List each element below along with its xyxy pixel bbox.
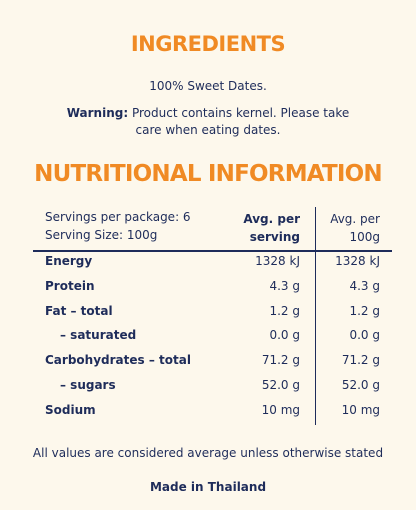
row-label: Protein <box>45 278 95 293</box>
per-serving: 10 mg <box>261 402 300 417</box>
per-serving: 4.3 g <box>269 278 300 293</box>
per-100g: 52.0 g <box>341 378 380 392</box>
per-100g: 1328 kJ <box>335 254 380 268</box>
per-serving: 1.2 g <box>269 303 300 318</box>
column-header: Avg. per serving <box>243 212 300 244</box>
warning: Warning: Product contains kernel. Please… <box>58 105 358 139</box>
column-header: Avg. per 100g <box>330 212 380 244</box>
nutrition-title: NUTRITIONAL INFORMATION <box>34 161 383 187</box>
per-100g: 1.2 g <box>349 303 380 318</box>
row-label: Carbohydrates – total <box>45 353 191 368</box>
per-serving: 71.2 g <box>261 353 300 368</box>
per-serving: 52.0 g <box>261 378 300 392</box>
per-100g: 4.3 g <box>349 278 380 293</box>
column-divider <box>315 207 316 425</box>
per-100g: 71.2 g <box>341 353 380 368</box>
row-label: Sodium <box>45 402 96 417</box>
footnote: All values are considered average unless… <box>32 446 384 460</box>
per-serving: 0.0 g <box>269 328 300 343</box>
origin: Made in Thailand <box>149 480 267 494</box>
per-100g: 0.0 g <box>349 328 380 343</box>
per-100g: 10 mg <box>341 402 380 417</box>
per-serving: 1328 kJ <box>255 254 300 268</box>
servings-per-package: Servings per package: 6 <box>45 210 191 224</box>
header-rule <box>33 250 392 252</box>
row-label: Energy <box>45 254 93 268</box>
ingredients-title: INGREDIENTS <box>130 32 286 56</box>
warning-label: Warning: <box>66 106 129 120</box>
row-label: Fat – total <box>45 303 113 318</box>
row-label: – sugars <box>60 378 116 392</box>
warning-text: Product contains kernel. Please take car… <box>131 106 350 137</box>
ingredients-text: 100% Sweet Dates. <box>149 79 267 93</box>
row-label: – saturated <box>60 328 137 343</box>
serving-size: Serving Size: 100g <box>45 228 158 242</box>
